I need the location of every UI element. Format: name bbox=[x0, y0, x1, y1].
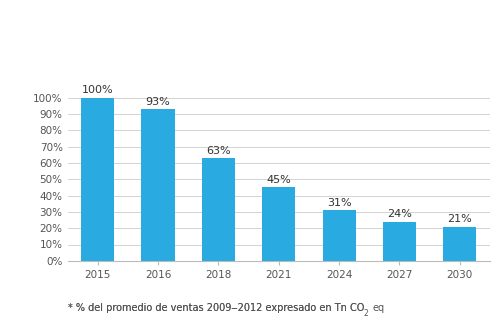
Bar bbox=[81, 98, 114, 261]
Text: 31%: 31% bbox=[327, 198, 351, 208]
Text: 24%: 24% bbox=[387, 209, 412, 219]
Text: * % del promedio de ventas 2009‒2012 expresado en Tn CO: * % del promedio de ventas 2009‒2012 exp… bbox=[68, 303, 364, 313]
Bar bbox=[383, 222, 416, 261]
Text: * % del promedio de ventas 2009‒2012 expresado en Tn CO: * % del promedio de ventas 2009‒2012 exp… bbox=[68, 303, 364, 313]
Bar bbox=[443, 227, 476, 261]
Text: 2: 2 bbox=[364, 309, 368, 319]
Text: 21%: 21% bbox=[448, 214, 472, 224]
Text: Límite autorizado de HFC para comercializar en la UE*: Límite autorizado de HFC para comerciali… bbox=[12, 28, 450, 44]
Bar bbox=[202, 158, 235, 261]
Bar bbox=[142, 109, 174, 261]
Text: 45%: 45% bbox=[266, 175, 291, 185]
Text: eq: eq bbox=[372, 303, 384, 313]
Bar bbox=[262, 187, 296, 261]
Text: 93%: 93% bbox=[146, 97, 171, 107]
Bar bbox=[322, 210, 356, 261]
Text: 63%: 63% bbox=[206, 146, 231, 156]
Text: 100%: 100% bbox=[82, 85, 114, 95]
